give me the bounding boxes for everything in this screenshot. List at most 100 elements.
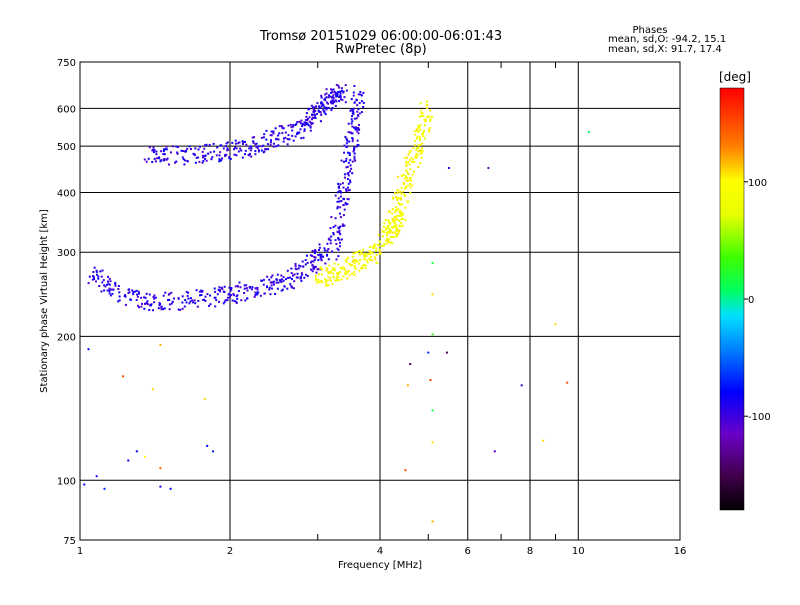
o-mode-point <box>345 190 348 192</box>
o-mode-point <box>307 124 310 127</box>
o-mode-point <box>166 157 169 160</box>
o-mode-point <box>314 114 317 117</box>
o-mode-point <box>350 108 353 111</box>
o-mode-point <box>355 126 358 129</box>
o-mode-point <box>313 256 316 258</box>
o-mode-point <box>356 110 359 113</box>
x-mode-point <box>360 251 363 254</box>
o-mode-point <box>231 299 234 302</box>
o-mode-point <box>323 106 326 109</box>
o-mode-point <box>291 274 294 277</box>
o-mode-point <box>92 275 95 277</box>
o-mode-point <box>340 200 343 202</box>
o-mode-point <box>352 107 355 110</box>
x-mode-point <box>318 281 321 283</box>
o-mode-point <box>290 267 293 270</box>
o-mode-point <box>275 278 278 281</box>
o-mode-point <box>266 275 269 278</box>
x-mode-point <box>383 222 386 225</box>
o-mode-point <box>306 261 309 264</box>
x-mode-point <box>391 197 394 200</box>
o-mode-point <box>313 252 316 255</box>
x-mode-point <box>394 216 397 219</box>
o-mode-point <box>332 102 334 105</box>
o-mode-point <box>362 106 365 108</box>
x-mode-point <box>314 274 317 277</box>
o-mode-point <box>211 156 214 159</box>
x-mode-point <box>324 278 327 281</box>
x-mode-point <box>376 243 379 246</box>
o-mode-point <box>319 107 322 109</box>
o-mode-point <box>262 144 265 147</box>
x-mode-point <box>397 175 400 178</box>
o-mode-point <box>129 298 132 301</box>
o-mode-point <box>351 160 354 163</box>
o-mode-point <box>233 300 236 303</box>
x-mode-point <box>421 112 424 114</box>
o-mode-point <box>353 101 356 104</box>
o-mode-point <box>336 205 339 208</box>
o-mode-point <box>272 130 275 133</box>
x-mode-point <box>335 277 338 280</box>
o-mode-point <box>234 142 237 145</box>
o-mode-point <box>158 157 161 160</box>
o-mode-point <box>340 89 343 92</box>
x-mode-point <box>361 266 364 269</box>
x-mode-point <box>353 271 356 274</box>
o-mode-point <box>311 106 314 109</box>
o-mode-point <box>250 147 253 149</box>
o-mode-point <box>353 152 356 155</box>
o-mode-point <box>320 96 323 99</box>
o-mode-point <box>152 296 155 298</box>
x-mode-point <box>363 257 366 260</box>
o-mode-point <box>201 154 204 157</box>
x-mode-point <box>387 219 390 222</box>
o-mode-point <box>309 129 312 132</box>
o-mode-point <box>332 233 335 236</box>
o-mode-point <box>311 116 314 119</box>
x-mode-point <box>386 225 389 228</box>
outlier-point <box>122 375 124 378</box>
o-mode-point <box>347 122 350 125</box>
o-mode-point <box>347 189 350 192</box>
o-mode-point <box>357 132 360 135</box>
outlier-point <box>143 455 146 458</box>
x-mode-point <box>375 254 378 256</box>
o-mode-point <box>330 88 332 91</box>
x-mode-point <box>405 163 408 166</box>
o-mode-point <box>146 300 149 303</box>
o-mode-point <box>335 243 338 245</box>
x-mode-point <box>341 267 344 270</box>
o-mode-point <box>251 136 254 139</box>
o-mode-point <box>145 160 148 163</box>
o-mode-point <box>321 104 324 107</box>
o-mode-point <box>285 278 287 281</box>
x-mode-point <box>421 133 424 136</box>
o-mode-point <box>327 106 330 109</box>
o-mode-point <box>349 181 352 184</box>
x-mode-point <box>406 184 409 187</box>
o-mode-point <box>269 141 272 144</box>
o-mode-point <box>352 150 355 153</box>
o-mode-point <box>256 147 259 150</box>
o-mode-point <box>252 140 255 143</box>
o-mode-point <box>168 163 170 166</box>
x-mode-point <box>317 278 320 281</box>
o-mode-point <box>305 123 308 126</box>
x-mode-point <box>378 250 381 252</box>
x-mode-point <box>393 231 396 234</box>
x-mode-point <box>354 252 357 254</box>
outlier-point <box>135 450 138 453</box>
o-mode-point <box>195 156 198 159</box>
x-mode-point <box>387 241 390 244</box>
o-mode-point <box>107 280 109 283</box>
o-mode-point <box>250 288 253 291</box>
o-mode-point <box>344 84 347 87</box>
x-mode-point <box>396 197 399 199</box>
o-mode-point <box>300 272 303 275</box>
o-mode-point <box>182 158 185 161</box>
o-mode-point <box>226 299 229 302</box>
x-mode-point <box>396 214 399 217</box>
outlier-point <box>203 397 206 400</box>
o-mode-point <box>244 153 246 156</box>
